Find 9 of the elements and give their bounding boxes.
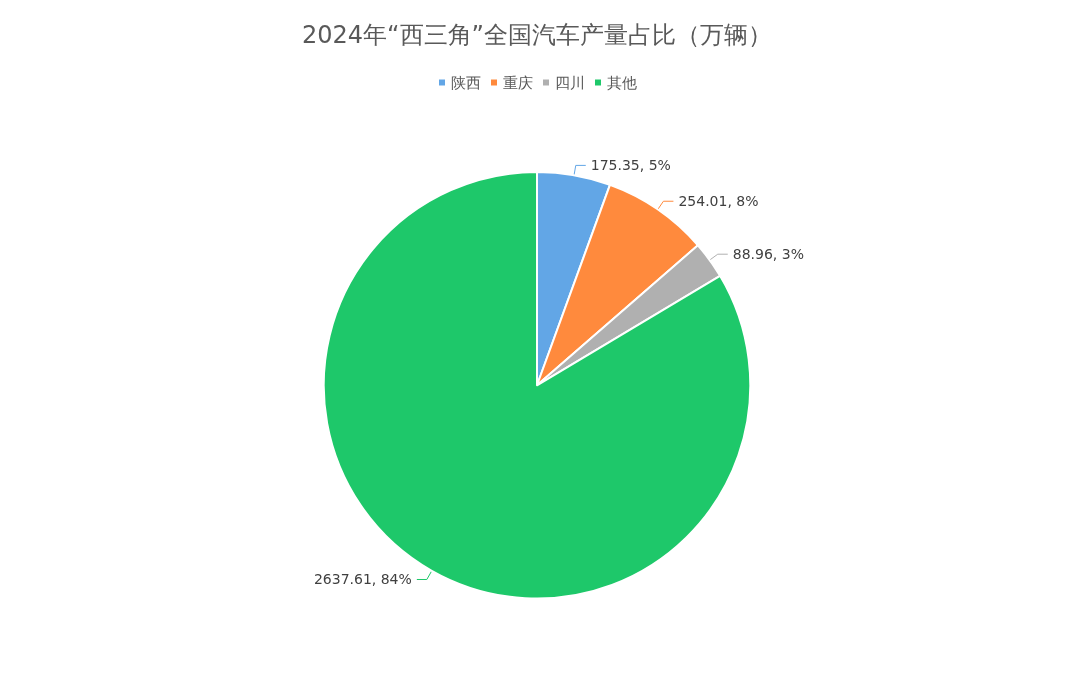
data-label: 175.35, 5%: [590, 157, 671, 174]
chart-title: 2024年“西三角”全国汽车产量占比（万辆）: [302, 21, 772, 49]
data-label: 254.01, 8%: [678, 193, 759, 210]
legend-label: 其他: [607, 73, 637, 92]
data-label: 88.96, 3%: [732, 246, 804, 263]
legend-label: 陕西: [451, 73, 481, 92]
data-label: 2637.61, 84%: [313, 571, 412, 588]
legend-label: 重庆: [503, 73, 533, 92]
legend-label: 四川: [555, 73, 585, 92]
